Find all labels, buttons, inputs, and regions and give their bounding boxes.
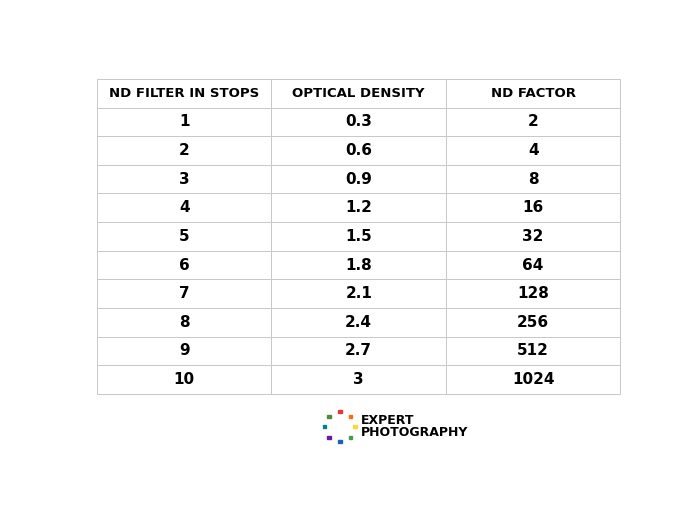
Bar [97, 251, 272, 280]
Text: 7: 7 [179, 286, 190, 301]
Bar [97, 194, 272, 222]
Text: 64: 64 [522, 258, 544, 272]
Bar [97, 165, 272, 194]
Text: 3: 3 [179, 172, 190, 187]
Bar [272, 136, 446, 165]
Text: 1.5: 1.5 [345, 229, 372, 244]
Text: 16: 16 [522, 200, 544, 215]
Bar [97, 108, 272, 136]
Bar [446, 308, 620, 337]
Bar [446, 108, 620, 136]
Text: 2.7: 2.7 [345, 343, 372, 358]
Bar [272, 280, 446, 308]
Bar [446, 136, 620, 165]
Bar [272, 79, 446, 108]
Bar [97, 136, 272, 165]
Text: 2.4: 2.4 [345, 315, 372, 330]
Bar [446, 222, 620, 251]
Bar [327, 414, 331, 418]
Text: 256: 256 [517, 315, 550, 330]
Bar [272, 222, 446, 251]
Bar [272, 365, 446, 394]
Bar [97, 337, 272, 365]
Text: 10: 10 [174, 372, 195, 387]
Bar [446, 194, 620, 222]
Text: EXPERT: EXPERT [360, 414, 414, 427]
Text: 3: 3 [354, 372, 364, 387]
Text: 8: 8 [528, 172, 538, 187]
Text: ND FACTOR: ND FACTOR [491, 87, 575, 100]
Bar [272, 108, 446, 136]
Bar [272, 165, 446, 194]
Text: 6: 6 [179, 258, 190, 272]
Text: OPTICAL DENSITY: OPTICAL DENSITY [293, 87, 425, 100]
Bar [97, 365, 272, 394]
Bar [446, 251, 620, 280]
Bar [323, 425, 326, 428]
Bar [446, 165, 620, 194]
Text: 0.6: 0.6 [345, 143, 372, 158]
Bar [446, 365, 620, 394]
Bar [97, 222, 272, 251]
Text: ND FILTER IN STOPS: ND FILTER IN STOPS [109, 87, 260, 100]
Text: 512: 512 [517, 343, 549, 358]
Text: 1: 1 [179, 114, 190, 129]
Bar [446, 337, 620, 365]
Bar [338, 410, 342, 413]
Bar [446, 280, 620, 308]
Bar [272, 251, 446, 280]
Text: 0.3: 0.3 [345, 114, 372, 129]
Text: 8: 8 [179, 315, 190, 330]
Bar [97, 79, 272, 108]
Bar [338, 440, 342, 444]
Text: 1.2: 1.2 [345, 200, 372, 215]
Text: 2: 2 [179, 143, 190, 158]
Bar [272, 337, 446, 365]
Bar [446, 79, 620, 108]
Text: 2: 2 [528, 114, 538, 129]
Text: PHOTOGRAPHY: PHOTOGRAPHY [360, 426, 468, 439]
Bar [272, 194, 446, 222]
Bar [97, 280, 272, 308]
Bar [327, 436, 331, 439]
Bar [272, 308, 446, 337]
Text: 2.1: 2.1 [345, 286, 372, 301]
Text: 32: 32 [522, 229, 544, 244]
Text: 0.9: 0.9 [345, 172, 372, 187]
Text: 4: 4 [179, 200, 190, 215]
Text: 1.8: 1.8 [345, 258, 372, 272]
Bar [349, 414, 352, 418]
Text: 1024: 1024 [512, 372, 554, 387]
Bar [349, 436, 352, 439]
Bar [97, 308, 272, 337]
Text: 9: 9 [179, 343, 190, 358]
Bar [353, 425, 357, 428]
Text: 128: 128 [517, 286, 549, 301]
Text: 5: 5 [179, 229, 190, 244]
Text: 4: 4 [528, 143, 538, 158]
